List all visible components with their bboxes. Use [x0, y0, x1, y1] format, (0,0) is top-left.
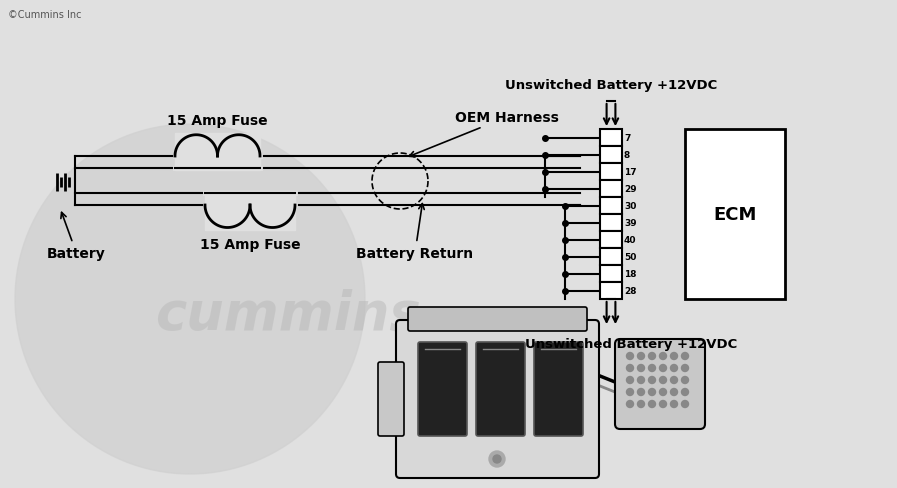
Circle shape [670, 365, 677, 372]
Text: 15 Amp Fuse: 15 Amp Fuse [167, 114, 268, 127]
Text: 29: 29 [624, 184, 637, 194]
FancyBboxPatch shape [396, 320, 599, 478]
Circle shape [626, 353, 633, 360]
Text: OEM Harness: OEM Harness [409, 111, 559, 158]
Bar [600, 163, 622, 181]
Text: cummins: cummins [155, 288, 421, 340]
Text: ECM: ECM [713, 205, 757, 224]
Circle shape [626, 401, 633, 407]
Bar [600, 283, 622, 299]
Circle shape [649, 365, 656, 372]
Text: Unswitched Battery +12VDC: Unswitched Battery +12VDC [505, 79, 717, 92]
Circle shape [682, 389, 689, 396]
FancyBboxPatch shape [615, 339, 705, 429]
Circle shape [649, 401, 656, 407]
Text: 7: 7 [624, 134, 631, 142]
FancyBboxPatch shape [476, 342, 525, 436]
FancyBboxPatch shape [534, 342, 583, 436]
Bar [600, 231, 622, 248]
Circle shape [659, 401, 666, 407]
Text: 39: 39 [624, 219, 637, 227]
Circle shape [638, 377, 645, 384]
Circle shape [649, 353, 656, 360]
Circle shape [626, 365, 633, 372]
Text: 15 Amp Fuse: 15 Amp Fuse [200, 238, 300, 252]
Circle shape [682, 377, 689, 384]
Bar [600, 147, 622, 163]
Bar [600, 198, 622, 215]
Circle shape [638, 389, 645, 396]
Circle shape [626, 377, 633, 384]
Text: Battery Return: Battery Return [356, 204, 474, 261]
Text: Unswitched Battery +12VDC: Unswitched Battery +12VDC [525, 337, 737, 350]
Circle shape [659, 377, 666, 384]
Circle shape [638, 401, 645, 407]
Circle shape [15, 125, 365, 474]
Circle shape [626, 389, 633, 396]
FancyBboxPatch shape [378, 362, 404, 436]
FancyBboxPatch shape [408, 307, 587, 331]
Circle shape [682, 353, 689, 360]
Text: 18: 18 [624, 269, 637, 279]
Circle shape [493, 455, 501, 463]
Circle shape [682, 365, 689, 372]
Circle shape [638, 365, 645, 372]
FancyBboxPatch shape [418, 342, 467, 436]
Bar [600, 130, 622, 147]
Circle shape [670, 377, 677, 384]
Bar [685, 130, 785, 299]
Bar [600, 215, 622, 231]
Circle shape [649, 389, 656, 396]
Circle shape [682, 401, 689, 407]
Text: 8: 8 [624, 151, 631, 160]
Bar [600, 181, 622, 198]
Text: 50: 50 [624, 252, 636, 262]
Text: ©Cummins Inc: ©Cummins Inc [8, 10, 82, 20]
Circle shape [670, 389, 677, 396]
Circle shape [670, 401, 677, 407]
Text: 28: 28 [624, 286, 637, 295]
Circle shape [659, 353, 666, 360]
Circle shape [670, 353, 677, 360]
Circle shape [659, 365, 666, 372]
Bar [600, 248, 622, 265]
Text: 40: 40 [624, 236, 637, 244]
Text: 17: 17 [624, 168, 637, 177]
Bar [600, 265, 622, 283]
Circle shape [489, 451, 505, 467]
Text: 30: 30 [624, 202, 636, 210]
Circle shape [659, 389, 666, 396]
Circle shape [638, 353, 645, 360]
Circle shape [649, 377, 656, 384]
Text: Battery: Battery [47, 213, 106, 261]
